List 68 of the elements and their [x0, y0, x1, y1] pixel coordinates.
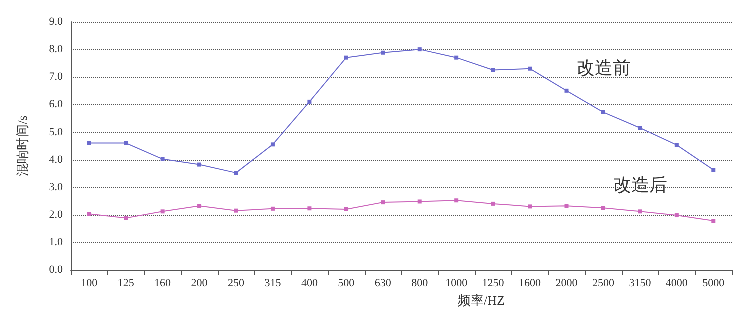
point	[381, 50, 386, 55]
point	[712, 168, 716, 172]
point	[124, 216, 128, 220]
point	[528, 66, 532, 71]
point	[601, 206, 606, 210]
x-tick-label: 2500	[592, 278, 615, 290]
x-tick-label: 800	[412, 278, 429, 290]
x-tick-label: 4000	[666, 278, 688, 290]
series-label: 改造后	[613, 175, 668, 196]
x-tick-label: 200	[191, 278, 208, 290]
y-tick-label: 0.0	[49, 264, 64, 276]
point	[491, 68, 496, 72]
point	[87, 212, 92, 216]
x-tick-label: 1250	[482, 278, 505, 290]
point	[454, 56, 459, 60]
point	[601, 110, 606, 114]
x-tick-label: 1600	[519, 278, 542, 290]
point	[418, 48, 422, 52]
point	[491, 202, 496, 206]
point	[564, 88, 569, 93]
series-label: 改造前	[576, 58, 631, 78]
point	[124, 141, 128, 146]
y-tick-label: 6.0	[49, 98, 64, 111]
point	[674, 143, 679, 148]
point	[674, 214, 679, 218]
point	[712, 219, 716, 224]
x-tick-label: 5000	[702, 278, 726, 290]
point	[160, 157, 165, 162]
x-tick-label: 250	[228, 278, 245, 290]
y-tick-label: 8.0	[49, 44, 64, 56]
point	[198, 204, 202, 208]
x-tick-label: 125	[118, 278, 135, 290]
x-tick-label: 1000	[446, 278, 468, 290]
y-tick-label: 1.0	[49, 236, 64, 249]
point	[234, 208, 238, 213]
point	[198, 162, 202, 167]
y-tick-label: 4.0	[49, 154, 64, 166]
point	[344, 56, 348, 60]
x-tick-label: 160	[154, 278, 172, 290]
point	[234, 171, 238, 176]
point	[344, 207, 348, 212]
x-tick-label: 3150	[629, 278, 652, 290]
point	[270, 142, 275, 147]
y-axis-title: 混响时间/s	[15, 116, 30, 176]
y-tick-label: 2.0	[49, 208, 64, 221]
y-tick-label: 5.0	[49, 126, 64, 138]
point	[308, 100, 312, 104]
point	[270, 206, 275, 211]
point	[454, 198, 459, 203]
y-tick-label: 3.0	[49, 181, 64, 194]
x-tick-label: 400	[301, 278, 318, 290]
x-axis-title: 频率/HZ	[458, 293, 506, 308]
point	[528, 204, 532, 209]
y-tick-label: 7.0	[49, 71, 64, 84]
x-tick-label: 315	[264, 278, 282, 290]
point	[418, 200, 422, 204]
x-tick-label: 500	[338, 278, 356, 290]
point	[308, 206, 312, 211]
x-tick-label: 630	[374, 278, 392, 290]
x-tick-label: 2000	[556, 278, 578, 290]
point	[381, 200, 386, 205]
point	[87, 141, 92, 146]
x-tick-label: 100	[81, 278, 98, 290]
point	[638, 126, 642, 130]
point	[564, 204, 569, 208]
point	[160, 210, 165, 214]
y-tick-label: 9.0	[49, 16, 64, 28]
point	[638, 210, 642, 214]
